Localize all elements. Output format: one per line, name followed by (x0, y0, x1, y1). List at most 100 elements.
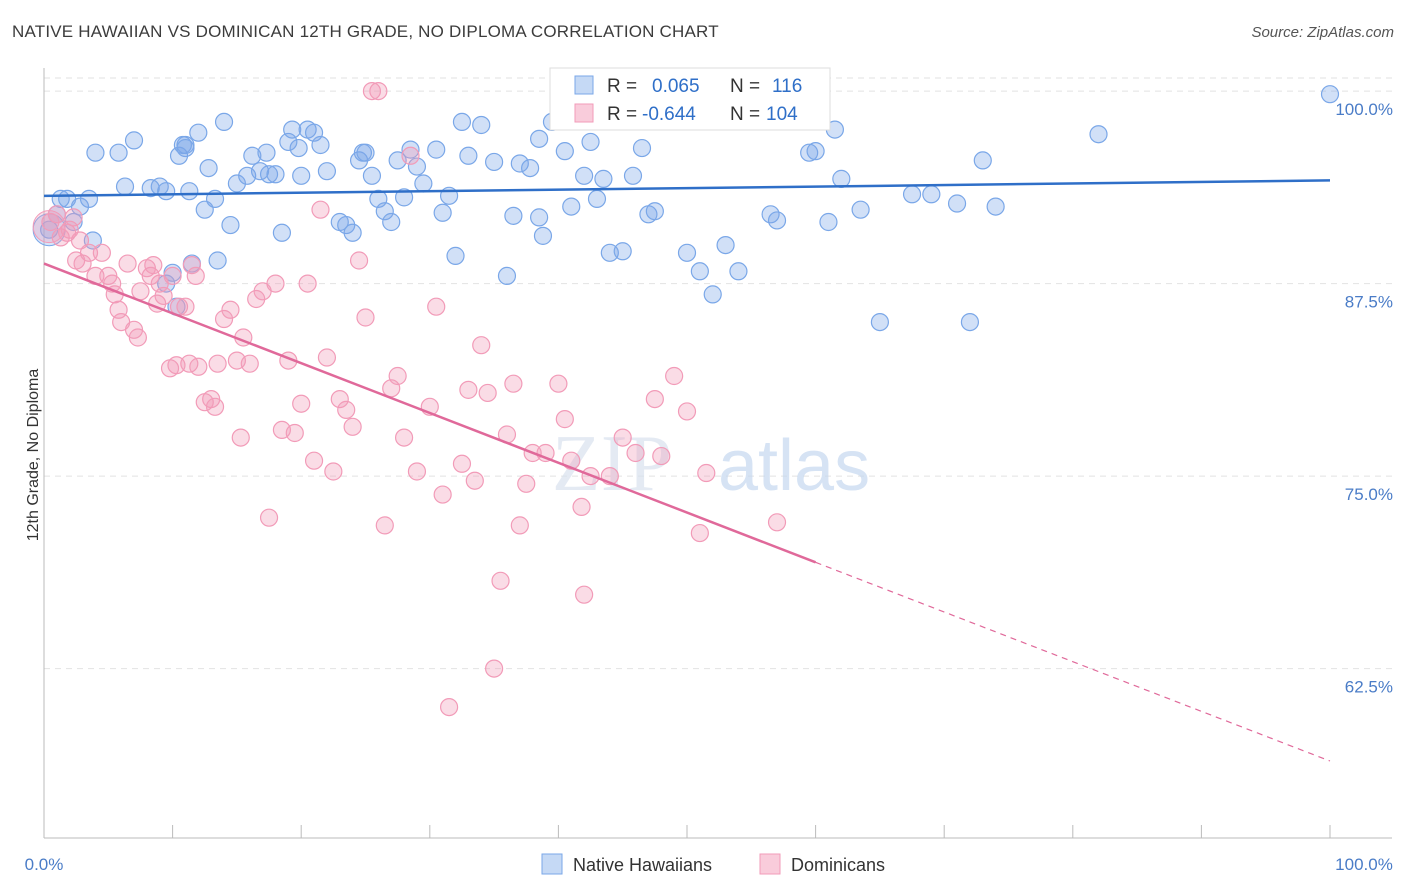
point-native-hawaiians-71 (504, 206, 523, 225)
y-tick-label-0: 100.0% (1335, 100, 1393, 119)
point-dominicans-79 (472, 336, 491, 355)
point-native-hawaiians-107 (832, 169, 851, 188)
point-native-hawaiians-6 (79, 189, 99, 208)
point-dominicans-54 (298, 274, 317, 293)
stats-legend-n-value-pink: 104 (766, 104, 798, 125)
point-dominicans-69 (394, 428, 414, 447)
point-native-hawaiians-35 (257, 143, 276, 162)
point-dominicans-40 (214, 309, 234, 329)
point-native-hawaiians-59 (401, 140, 420, 159)
point-dominicans-85 (510, 516, 529, 535)
y-tick-label-1: 87.5% (1345, 293, 1393, 312)
point-native-hawaiians-83 (587, 189, 607, 208)
point-native-hawaiians-28 (208, 251, 227, 270)
point-dominicans-90 (555, 410, 574, 429)
point-native-hawaiians-84 (594, 169, 613, 188)
point-native-hawaiians-115 (986, 197, 1005, 216)
point-native-hawaiians-38 (272, 223, 292, 242)
point-dominicans-34 (186, 266, 205, 285)
stats-legend-r-value-pink: -0.644 (642, 104, 696, 125)
point-dominicans-19 (128, 328, 147, 347)
point-dominicans-64 (362, 81, 382, 101)
point-native-hawaiians-53 (362, 166, 382, 185)
point-dominicans-99 (652, 446, 671, 466)
point-dominicans-97 (626, 443, 645, 463)
point-native-hawaiians-63 (433, 203, 452, 222)
point-dominicans-104 (767, 513, 787, 532)
point-native-hawaiians-8 (86, 143, 105, 162)
point-dominicans-11 (92, 243, 111, 262)
point-native-hawaiians-65 (446, 246, 465, 265)
point-dominicans-5 (64, 208, 83, 227)
point-dominicans-39 (208, 354, 227, 373)
point-native-hawaiians-26 (199, 159, 218, 178)
point-dominicans-62 (349, 251, 369, 270)
legend-label-dominicans[interactable]: Dominicans (791, 855, 885, 875)
trend-line-dominicans (43, 262, 817, 564)
grid-lines (44, 77, 1392, 670)
series-dominicans (32, 81, 787, 717)
point-native-hawaiians-90 (645, 202, 664, 221)
point-dominicans-75 (439, 697, 459, 717)
point-dominicans-41 (221, 300, 240, 319)
point-native-hawaiians-79 (562, 197, 581, 216)
point-native-hawaiians-87 (623, 166, 643, 185)
point-dominicans-8 (73, 254, 92, 273)
point-dominicans-31 (176, 297, 195, 316)
y-axis-tick-labels: 100.0% 87.5% 75.0% 62.5% (1335, 100, 1393, 696)
point-native-hawaiians-62 (427, 140, 446, 159)
stats-legend-box (549, 67, 831, 131)
point-native-hawaiians-31 (227, 174, 246, 193)
point-native-hawaiians-73 (521, 159, 540, 178)
point-native-hawaiians-74 (530, 208, 549, 227)
trend-lines (43, 179, 1331, 762)
point-native-hawaiians-114 (973, 151, 992, 170)
point-dominicans-48 (259, 508, 279, 527)
point-native-hawaiians-108 (851, 200, 870, 219)
point-dominicans-55 (304, 451, 324, 470)
point-native-hawaiians-110 (902, 185, 922, 204)
legend-swatch-dominicans[interactable] (759, 853, 781, 875)
point-dominicans-59 (330, 390, 349, 409)
point-dominicans-9 (79, 243, 99, 262)
point-dominicans-68 (388, 366, 407, 386)
point-dominicans-82 (491, 571, 510, 590)
x-tick-label-max: 100.0% (1335, 855, 1393, 874)
legend-label-native-hawaiians[interactable]: Native Hawaiians (573, 855, 712, 875)
point-native-hawaiians-12 (141, 179, 160, 198)
y-axis-title: 12th Grade, No Diploma (25, 369, 42, 542)
stats-legend-n-label-blue: N = (730, 76, 760, 97)
point-dominicans-101 (677, 402, 697, 421)
point-dominicans-103 (697, 463, 716, 483)
stats-legend-n-value-blue: 116 (772, 76, 802, 97)
stats-legend-r-label-blue: R = (607, 76, 637, 97)
point-native-hawaiians-21 (176, 138, 195, 158)
point-native-hawaiians-37 (266, 165, 285, 184)
point-dominicans-77 (459, 380, 478, 399)
point-dominicans-86 (517, 474, 536, 493)
point-dominicans-65 (369, 81, 388, 101)
point-native-hawaiians-111 (922, 185, 941, 204)
point-dominicans-66 (375, 516, 394, 535)
legend-swatch-native-hawaiians[interactable] (541, 853, 563, 875)
stats-legend-n-label-pink: N = (730, 104, 760, 125)
point-native-hawaiians-36 (259, 165, 279, 184)
point-dominicans-23 (144, 256, 163, 275)
stats-legend-swatch-pink (574, 103, 594, 123)
point-dominicans-96 (613, 428, 632, 447)
point-native-hawaiians-61 (414, 174, 433, 193)
point-native-hawaiians-30 (221, 215, 240, 235)
series-native-hawaiians (32, 85, 1340, 332)
point-dominicans-92 (572, 497, 591, 516)
point-dominicans-73 (427, 297, 446, 316)
point-dominicans-74 (433, 485, 452, 504)
point-native-hawaiians-100 (767, 211, 787, 230)
point-native-hawaiians-52 (356, 143, 375, 162)
point-dominicans-58 (324, 462, 343, 481)
point-dominicans-78 (465, 471, 484, 490)
point-dominicans-80 (478, 383, 497, 403)
point-native-hawaiians-33 (243, 146, 262, 165)
point-native-hawaiians-116 (1089, 125, 1108, 144)
point-native-hawaiians-72 (510, 154, 529, 173)
